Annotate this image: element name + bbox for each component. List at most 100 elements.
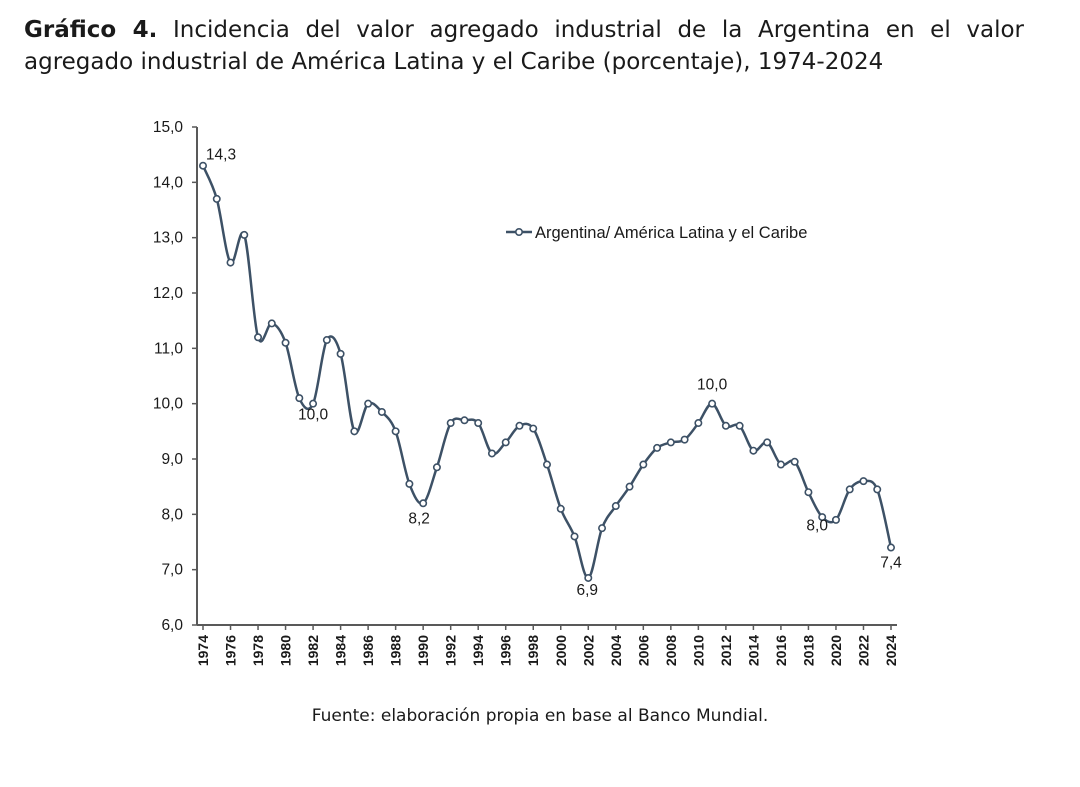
x-tick-label: 1988 — [388, 635, 404, 666]
x-tick-label: 1982 — [305, 635, 321, 666]
data-point — [749, 446, 758, 455]
data-point — [556, 504, 565, 513]
data-point — [639, 460, 648, 469]
y-axis: 15,0 14,0 13,0 12,0 11,0 10,0 9,0 8,0 7,0 6,0 — [153, 119, 197, 634]
data-point — [432, 463, 441, 472]
x-tick-label: 2022 — [855, 635, 871, 666]
data-point — [336, 349, 345, 358]
x-tick-label: 2000 — [553, 635, 569, 666]
x-tick-label: 2004 — [608, 635, 624, 666]
data-point — [598, 524, 607, 533]
x-tick-label: 2006 — [635, 635, 651, 666]
data-point — [515, 421, 524, 430]
data-label: 10,0 — [298, 407, 329, 424]
data-point — [694, 419, 703, 428]
y-tick-label: 7,0 — [161, 562, 183, 579]
figure-label: Gráfico 4. — [24, 17, 158, 43]
data-label: 10,0 — [697, 377, 728, 394]
data-point — [570, 532, 579, 541]
data-label: 7,4 — [880, 555, 902, 572]
data-point — [199, 161, 208, 170]
data-point — [735, 421, 744, 430]
x-tick-label: 1990 — [415, 635, 431, 666]
data-label: 8,0 — [806, 517, 828, 534]
data-point — [350, 427, 359, 436]
data-point — [529, 424, 538, 433]
data-point — [295, 394, 304, 403]
x-tick-label: 1992 — [443, 635, 459, 666]
y-tick-label: 6,0 — [161, 617, 183, 634]
data-label: 6,9 — [576, 582, 598, 599]
data-label: 8,2 — [408, 510, 430, 527]
x-tick-label: 2018 — [800, 635, 816, 666]
data-point — [680, 435, 689, 444]
data-point — [377, 407, 386, 416]
data-point — [309, 399, 318, 408]
x-axis: 1974 1976 1978 1980 1982 1984 1986 1988 1990 1992… — [195, 625, 899, 666]
data-point — [322, 336, 331, 345]
data-point — [831, 515, 840, 524]
data-point — [501, 438, 510, 447]
data-point — [419, 499, 428, 508]
data-point — [405, 479, 414, 488]
x-tick-label: 2008 — [663, 635, 679, 666]
x-tick-label: 1980 — [278, 635, 294, 666]
data-point — [364, 399, 373, 408]
x-tick-label: 1984 — [333, 635, 349, 666]
series-markers — [199, 161, 895, 582]
data-label: 14,3 — [206, 147, 236, 164]
data-point — [873, 485, 882, 494]
data-point — [845, 485, 854, 494]
x-tick-label: 1998 — [525, 635, 541, 666]
y-tick-label: 12,0 — [153, 285, 184, 302]
data-point — [625, 482, 634, 491]
data-point — [542, 460, 551, 469]
data-point — [212, 194, 221, 203]
data-point — [474, 419, 483, 428]
data-point — [708, 399, 717, 408]
data-point — [281, 338, 290, 347]
data-point — [487, 449, 496, 458]
figure-caption: Gráfico 4. Incidencia del valor agregado… — [24, 14, 1024, 78]
x-tick-label: 1976 — [223, 635, 239, 666]
y-tick-label: 13,0 — [153, 230, 184, 247]
y-tick-label: 10,0 — [153, 396, 184, 413]
data-point — [818, 513, 827, 522]
data-point — [790, 457, 799, 466]
data-labels: 14,3 10,0 8,2 6,9 10,0 8,0 7,4 — [206, 147, 902, 599]
data-point — [267, 319, 276, 328]
data-point — [886, 543, 895, 552]
y-tick-label: 14,0 — [153, 174, 184, 191]
x-tick-label: 1996 — [498, 635, 514, 666]
legend-marker-swatch — [514, 228, 523, 237]
data-point — [859, 477, 868, 486]
data-point — [653, 443, 662, 452]
data-point — [254, 333, 263, 342]
x-tick-label: 1978 — [250, 635, 266, 666]
data-point — [721, 421, 730, 430]
data-point — [666, 438, 675, 447]
y-tick-label: 9,0 — [161, 451, 183, 468]
x-tick-label: 1994 — [470, 635, 486, 666]
x-tick-label: 2020 — [828, 635, 844, 666]
data-point — [446, 419, 455, 428]
figure-title: Incidencia del valor agregado industrial… — [24, 17, 1024, 75]
x-tick-label: 2002 — [580, 635, 596, 666]
data-point — [611, 502, 620, 511]
y-tick-label: 11,0 — [154, 340, 183, 357]
y-tick-label: 8,0 — [161, 506, 183, 523]
x-tick-label: 2014 — [745, 635, 761, 666]
data-point — [584, 573, 593, 582]
data-point — [804, 488, 813, 497]
y-tick-label: 15,0 — [153, 119, 184, 136]
data-point — [240, 230, 249, 239]
data-point — [460, 416, 469, 425]
x-tick-label: 2012 — [718, 635, 734, 666]
legend: Argentina/ América Latina y el Caribe — [506, 224, 807, 242]
x-tick-label: 1986 — [360, 635, 376, 666]
line-chart: 15,0 14,0 13,0 12,0 11,0 10,0 9,0 8,0 7,0 6,0 197… — [153, 119, 902, 666]
data-point — [763, 438, 772, 447]
legend-label: Argentina/ América Latina y el Caribe — [535, 224, 807, 242]
source-note: Fuente: elaboración propia en base al Ba… — [311, 706, 769, 726]
x-tick-label: 2024 — [883, 635, 899, 666]
